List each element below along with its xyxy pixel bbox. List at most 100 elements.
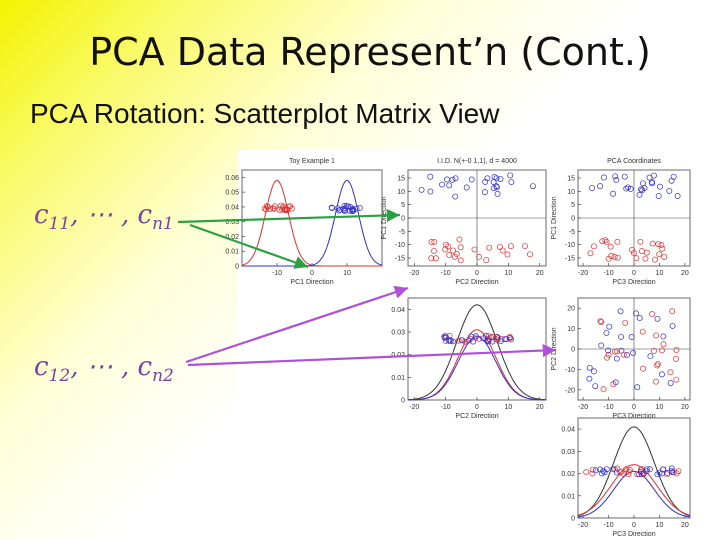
data-point-blue [349, 206, 356, 213]
panel-title: PCA Coordinates [607, 158, 661, 165]
data-point-blue [484, 175, 491, 182]
x-tick-label: 0 [475, 404, 479, 411]
slide-subtitle: PCA Rotation: Scatterplot Matrix View [30, 98, 500, 129]
x-tick-label: -20 [578, 404, 588, 411]
x-tick-label: 0 [632, 522, 636, 529]
data-point-blue [605, 347, 611, 354]
y-tick-label: 0.03 [391, 330, 405, 337]
plot-panels: Toy Example 1 PC1 Direction -10 0 10 0 0.01 0.0… [225, 158, 691, 538]
data-point-blue [649, 180, 656, 187]
data-point-blue [657, 183, 663, 190]
panel-p23: PC3 Direction PC2 Direction -20 -10 0 10 20 -20… [551, 297, 691, 420]
density-curve-blue [577, 470, 691, 518]
panel-title: Toy Example 1 [289, 158, 335, 165]
data-point-blue [656, 469, 663, 476]
data-point-blue [493, 183, 500, 190]
data-point-blue [621, 173, 628, 180]
panel-p22: PC2 Direction-20-100102000.010.020.030.0… [391, 297, 547, 420]
data-point-red [263, 206, 270, 213]
data-point-red [639, 248, 645, 255]
data-point-red [587, 250, 594, 257]
data-point-red [659, 245, 666, 252]
density-curve-blue [408, 335, 546, 401]
data-point-blue [610, 465, 617, 472]
data-point-red [450, 247, 456, 254]
x-tick-label: 20 [681, 270, 689, 277]
data-point-blue [507, 172, 514, 179]
x-tick-label: 20 [536, 404, 544, 411]
data-point-blue [586, 364, 593, 371]
data-point-blue [444, 176, 450, 183]
data-point-blue [668, 465, 675, 472]
data-point-blue [503, 336, 510, 343]
y-tick-label: -5 [399, 229, 405, 236]
y-tick-label: 15 [397, 176, 405, 183]
data-point-red [603, 239, 610, 245]
x-tick-label: -20 [578, 522, 588, 529]
data-point-red [649, 311, 656, 318]
pointer-arrow [187, 343, 557, 367]
y-tick-label: 10 [567, 326, 575, 333]
data-point-red [504, 251, 511, 258]
data-point-blue [636, 315, 643, 322]
data-point-blue [452, 175, 459, 182]
data-point-red [612, 348, 618, 355]
data-point-blue [443, 334, 450, 341]
data-point-blue [666, 187, 673, 194]
pointer-arrow [185, 285, 409, 364]
data-point-blue [643, 468, 650, 475]
data-point-red [669, 308, 676, 315]
data-point-red [599, 238, 606, 245]
data-point-blue [353, 205, 360, 212]
data-point-blue [600, 174, 607, 181]
data-point-red [431, 239, 438, 245]
data-point-blue [343, 202, 350, 209]
data-point-blue [427, 188, 434, 195]
y-tick-label: 0.01 [391, 375, 405, 382]
data-point-blue [640, 470, 647, 477]
y-tick-label: 0.04 [225, 204, 239, 211]
y-tick-label: 0.01 [561, 493, 575, 500]
x-axis-label: PC2 Direction [455, 413, 498, 420]
data-point-red [446, 252, 453, 258]
data-point-red [486, 244, 493, 251]
x-axis-label: PC3 Direction [612, 279, 655, 286]
data-point-blue [529, 183, 536, 190]
data-point-red [507, 243, 514, 250]
panel-p11: Toy Example 1 PC1 Direction -10 0 10 0 0.01 0.0… [225, 158, 383, 286]
y-tick-label: 0.04 [561, 427, 575, 434]
data-point-blue [624, 184, 631, 191]
data-point-blue [439, 181, 445, 188]
data-point-blue [450, 338, 456, 345]
data-point-red [442, 246, 449, 253]
data-point-red [431, 247, 437, 254]
data-point-red [428, 255, 435, 262]
x-tick-label: -10 [441, 270, 451, 277]
data-point-blue [623, 185, 630, 192]
data-point-red [598, 319, 605, 326]
data-point-red [630, 249, 637, 256]
data-point-red [642, 255, 649, 262]
y-tick-label: 15 [567, 176, 575, 183]
data-point-red [455, 337, 462, 344]
y-tick-label: 0 [571, 216, 575, 223]
data-point-blue [603, 466, 610, 473]
data-point-blue [613, 177, 620, 183]
x-tick-label: 0 [632, 404, 636, 411]
data-point-blue [647, 466, 653, 473]
data-point-blue [618, 333, 625, 340]
x-tick-label: 10 [656, 522, 664, 529]
data-point-red [522, 243, 528, 249]
y-tick-label: 20 [567, 306, 575, 313]
x-tick-label: -20 [409, 270, 419, 277]
data-point-red [611, 253, 618, 260]
data-point-blue [674, 193, 681, 199]
data-point-red [654, 362, 661, 369]
slide-title: PCA Data Represent’n (Cont.) [89, 30, 651, 74]
y-tick-label: 0.05 [225, 190, 239, 197]
y-tick-label: -10 [565, 367, 575, 374]
y-tick-label: 0 [401, 216, 405, 223]
data-point-blue [463, 184, 470, 191]
y-tick-label: 0.03 [561, 449, 575, 456]
data-point-blue [613, 469, 620, 476]
